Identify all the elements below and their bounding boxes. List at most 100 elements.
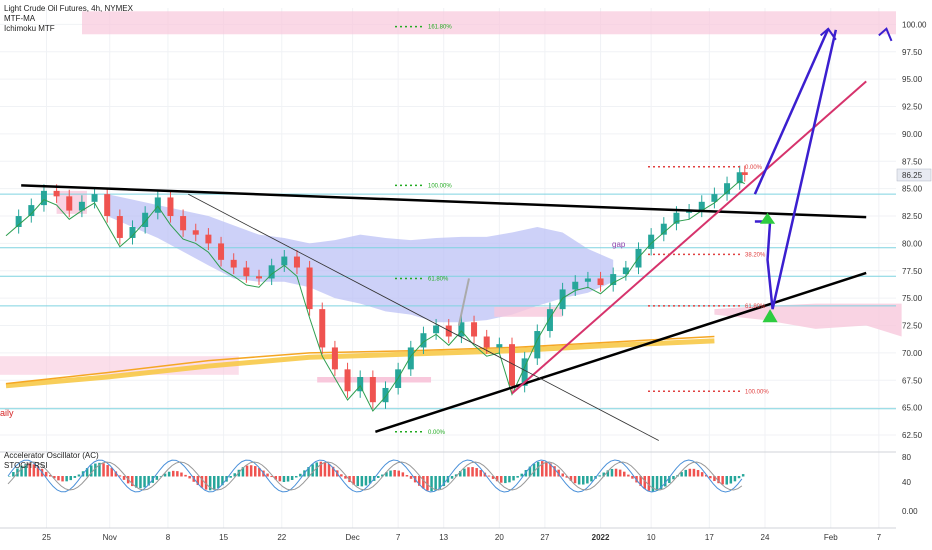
oscillator-bar xyxy=(442,476,446,487)
oscillator-bar xyxy=(278,476,282,482)
fib-label: 161.80% xyxy=(428,25,452,31)
price-layer xyxy=(5,165,748,412)
y-tick-label: 90.00 xyxy=(902,130,923,139)
oscillator-bar xyxy=(639,476,642,486)
indicator-ichimoku: Ichimoku MTF xyxy=(4,24,55,33)
oscillator-bar xyxy=(286,476,290,482)
trendlines-layer xyxy=(21,27,893,441)
ma-orange-line xyxy=(5,335,715,385)
ma-yellow-line xyxy=(5,338,715,389)
fib-layer: 161.80% 100.00% 61.80% 0.00% 0.00% 38.20% 61.8… xyxy=(395,25,769,436)
candle-body xyxy=(382,387,389,403)
oscillator-bar xyxy=(73,476,77,478)
fib-label: 38.20% xyxy=(745,252,766,258)
oscillator-bar xyxy=(176,471,179,477)
stoch-rsi-k-line xyxy=(7,459,743,493)
oscillator-bar xyxy=(311,464,314,477)
oscillator-bar xyxy=(135,476,138,488)
oscillator-bar xyxy=(290,476,294,480)
oscillator-bar xyxy=(122,476,126,480)
oscillator-bar xyxy=(44,471,48,477)
oscillator-bar xyxy=(602,472,605,477)
x-tick-label: 13 xyxy=(439,533,448,542)
oscillator-bar xyxy=(106,465,109,477)
candle-body xyxy=(660,223,667,235)
oscillator-bar xyxy=(647,476,651,491)
oscillator-bar xyxy=(463,468,466,477)
oscillator-bar xyxy=(24,464,27,477)
candle-body xyxy=(167,197,174,217)
oscillator-bar xyxy=(450,476,454,479)
y-tick-label: 67.50 xyxy=(902,376,923,385)
oscillator-bar xyxy=(295,476,298,478)
osc-tick-label: 40 xyxy=(902,478,911,487)
oscillator-bar xyxy=(651,476,655,492)
oscillator-bar xyxy=(598,475,601,477)
oscillator-bar xyxy=(680,472,683,477)
oscillator-bar xyxy=(12,472,15,477)
axis-layer: 100.0097.5095.0092.5090.0087.5085.0082.5… xyxy=(42,20,932,542)
y-tick-label: 82.50 xyxy=(902,212,923,221)
oscillator-bar xyxy=(258,467,261,477)
chart-legend: Light Crude Oil Futures, 4h, NYMEX MTF-M… xyxy=(4,4,133,34)
oscillator-bar xyxy=(430,476,433,492)
oscillator-bar xyxy=(516,476,519,478)
oscillator-bar xyxy=(331,466,335,477)
candle-body xyxy=(230,259,237,268)
oscillator-bar xyxy=(389,470,392,477)
x-tick-label: 25 xyxy=(42,533,51,542)
candle-body xyxy=(584,278,591,282)
oscillator-bar xyxy=(233,473,236,477)
oscillator-bar xyxy=(282,476,286,483)
oscillator-bar xyxy=(36,466,40,477)
trendline-support xyxy=(374,271,867,433)
candle-body xyxy=(331,347,338,370)
oscillator-bar xyxy=(98,462,101,477)
x-tick-label: 22 xyxy=(277,533,286,542)
oscillator-bar xyxy=(672,476,675,480)
oscillator-bar xyxy=(49,475,52,477)
oscillator-bar xyxy=(184,474,187,477)
oscillator-bar xyxy=(700,472,704,477)
oscillator-bar xyxy=(90,465,93,477)
projection-path-upper xyxy=(753,28,830,195)
oscillator-bar xyxy=(405,475,409,477)
oscillator-bar xyxy=(623,471,626,477)
candle-body xyxy=(420,333,427,348)
x-tick-label: Dec xyxy=(345,533,359,542)
candle-body xyxy=(53,190,60,197)
oscillator-bar xyxy=(577,476,581,485)
oscillator-bar xyxy=(504,476,507,484)
candle-body xyxy=(319,309,326,348)
y-tick-label: 95.00 xyxy=(902,75,923,84)
last-price-badge xyxy=(896,168,932,182)
oscillator-bar xyxy=(709,476,712,479)
oscillator-bar xyxy=(85,468,89,477)
pink-zone-right xyxy=(714,303,902,337)
oscillator-bar xyxy=(143,476,146,488)
oscillator-pane xyxy=(0,451,896,529)
candle-body xyxy=(142,212,149,227)
oscillator-bar xyxy=(500,476,503,483)
oscillator-bar xyxy=(446,476,450,483)
oscillator-bar xyxy=(254,466,257,477)
y-tick-label: 87.50 xyxy=(902,157,923,166)
oscillator-bar xyxy=(614,468,618,477)
last-price-value: 86.25 xyxy=(902,171,923,180)
oscillator-bar xyxy=(688,468,692,477)
oscillator-bar xyxy=(573,476,577,484)
candle-body xyxy=(28,205,35,217)
oscillator-bar xyxy=(520,473,523,477)
y-tick-label: 97.50 xyxy=(902,48,923,57)
oscillator-bar xyxy=(696,470,700,477)
oscillator-bar xyxy=(655,476,659,491)
fib-label: 61.80% xyxy=(428,276,449,282)
x-tick-label: 7 xyxy=(877,533,882,542)
candle-body xyxy=(66,196,73,211)
oscillator-bar xyxy=(274,476,277,480)
oscillator-bar xyxy=(385,472,388,477)
oscillator-bar xyxy=(163,473,167,477)
ma-green-line xyxy=(5,180,745,412)
oscillator-bar xyxy=(213,476,216,490)
candle-body xyxy=(357,377,364,392)
